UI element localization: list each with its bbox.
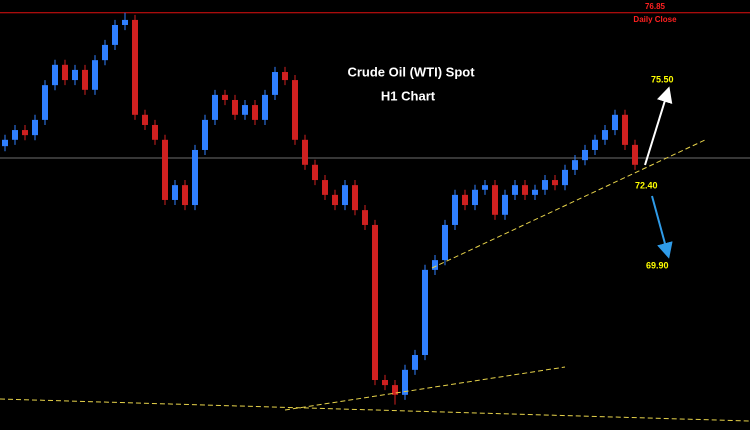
candle-body: [452, 194, 458, 225]
candle-body: [572, 160, 578, 170]
candle-body: [62, 64, 68, 81]
daily-close-label: Daily Close: [633, 15, 677, 24]
candle-body: [622, 114, 628, 145]
candle-body: [142, 114, 148, 125]
candle-body: [302, 139, 308, 165]
candle-body: [352, 185, 358, 211]
candle-body: [212, 94, 218, 120]
candle-body: [592, 139, 598, 150]
candle-body: [422, 269, 428, 356]
candle-body: [162, 139, 168, 200]
candle-body: [372, 224, 378, 381]
candle-body: [322, 180, 328, 195]
candle-body: [292, 80, 298, 140]
candle-body: [522, 185, 528, 195]
annotation: 75.50: [651, 74, 674, 84]
chart-title: Crude Oil (WTI) Spot: [347, 64, 475, 79]
candle-body: [42, 85, 48, 120]
chart-subtitle: H1 Chart: [381, 88, 436, 103]
candle-body: [92, 60, 98, 90]
candle-body: [632, 144, 638, 165]
candle-body: [542, 180, 548, 190]
candle-body: [432, 260, 438, 270]
candle-body: [332, 194, 338, 206]
annotation: 69.90: [646, 260, 669, 270]
candle-body: [462, 194, 468, 206]
candle-body: [502, 194, 508, 215]
arrow-up: [644, 86, 673, 166]
trend-line: [284, 366, 566, 411]
candle-body: [282, 72, 288, 81]
candle-body: [412, 355, 418, 370]
candle-body: [562, 169, 568, 186]
annotation: 72.40: [635, 180, 658, 190]
candle-body: [132, 19, 138, 115]
candle-body: [482, 185, 488, 190]
candle-body: [2, 139, 8, 147]
candle-body: [492, 185, 498, 215]
candle-body: [252, 105, 258, 120]
candle-body: [222, 94, 228, 100]
candle-body: [52, 64, 58, 86]
candle-body: [152, 124, 158, 140]
candle-body: [382, 380, 388, 386]
candle-body: [312, 164, 318, 181]
candle-body: [192, 149, 198, 206]
trend-line: [0, 398, 750, 422]
candle-body: [12, 130, 18, 140]
candle-body: [272, 72, 278, 95]
candle-body: [472, 189, 478, 206]
candle-body: [72, 69, 78, 81]
candle-body: [242, 105, 248, 115]
candle-body: [82, 69, 88, 90]
candle-body: [112, 24, 118, 45]
daily-close-value: 76.85: [645, 2, 666, 11]
trend-line: [431, 139, 706, 269]
candle-body: [602, 130, 608, 140]
candle-body: [442, 224, 448, 261]
candle-body: [22, 130, 28, 136]
candles: [2, 12, 638, 405]
candle-body: [402, 369, 408, 395]
candle-body: [342, 185, 348, 206]
candle-body: [612, 114, 618, 131]
candle-body: [32, 119, 38, 136]
candle-body: [392, 385, 398, 395]
candle-body: [102, 44, 108, 61]
candle-body: [172, 185, 178, 200]
candle-body: [512, 185, 518, 195]
candle-body: [122, 19, 128, 25]
candle-body: [552, 180, 558, 186]
candle-body: [532, 189, 538, 195]
candle-body: [362, 210, 368, 225]
arrow-down: [651, 195, 673, 259]
candle-body: [232, 99, 238, 115]
candle-body: [202, 119, 208, 150]
candle-body: [182, 185, 188, 206]
candle-body: [582, 149, 588, 161]
candle-body: [262, 94, 268, 120]
